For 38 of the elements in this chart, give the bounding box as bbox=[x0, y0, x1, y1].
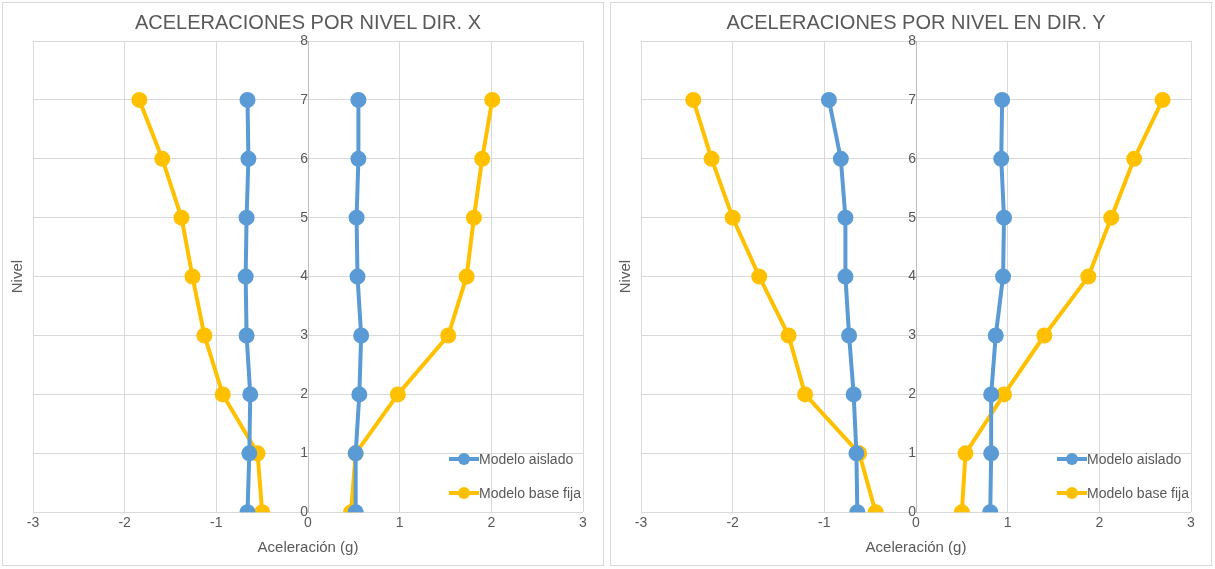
x-tick-label: 2 bbox=[1095, 514, 1104, 531]
x-tick-label: 2 bbox=[487, 514, 496, 531]
y-axis-title: Nivel bbox=[7, 259, 25, 294]
y-tick-label: 6 bbox=[908, 149, 917, 166]
y-tick-label: 8 bbox=[300, 31, 309, 48]
y-tick-label: 6 bbox=[300, 149, 309, 166]
x-tick-label: -1 bbox=[818, 514, 831, 531]
y-tick-label: 2 bbox=[908, 385, 917, 402]
y-tick-label: 4 bbox=[300, 267, 309, 284]
y-tick-label: 3 bbox=[300, 326, 309, 343]
y-tick-label: 5 bbox=[908, 208, 917, 225]
y-tick-label: 2 bbox=[300, 385, 309, 402]
y-axis-title: Nivel bbox=[615, 259, 633, 294]
chart-title: ACELERACIONES POR NIVEL DIR. X bbox=[134, 10, 482, 33]
y-tick-label: 7 bbox=[300, 90, 309, 107]
x-tick-label: 1 bbox=[395, 514, 404, 531]
y-tick-label: 8 bbox=[908, 31, 917, 48]
y-tick-label: 1 bbox=[300, 444, 309, 461]
y-tick-label: 1 bbox=[908, 444, 917, 461]
chart-title: ACELERACIONES POR NIVEL EN DIR. Y bbox=[726, 10, 1106, 33]
legend-label: Modelo aislado bbox=[1087, 451, 1182, 467]
x-tick-label: 3 bbox=[1187, 514, 1196, 531]
x-axis-title: Aceleración (g) bbox=[865, 538, 967, 556]
x-tick-label: -3 bbox=[26, 514, 40, 531]
legend-label: Modelo base fija bbox=[479, 485, 581, 501]
y-tick-label: 3 bbox=[908, 326, 917, 343]
x-tick-label: 3 bbox=[579, 514, 588, 531]
x-tick-label: -2 bbox=[118, 514, 132, 531]
y-tick-label: 5 bbox=[300, 208, 309, 225]
x-axis-title: Aceleración (g) bbox=[257, 538, 359, 556]
x-tick-label: -3 bbox=[634, 514, 648, 531]
x-tick-label: -2 bbox=[726, 514, 740, 531]
x-tick-label: -1 bbox=[210, 514, 223, 531]
legend-label: Modelo aislado bbox=[479, 451, 574, 467]
y-tick-label: 4 bbox=[908, 267, 917, 284]
legend-label: Modelo base fija bbox=[1087, 485, 1189, 501]
y-tick-label: 7 bbox=[908, 90, 917, 107]
x-tick-label: 1 bbox=[1003, 514, 1012, 531]
